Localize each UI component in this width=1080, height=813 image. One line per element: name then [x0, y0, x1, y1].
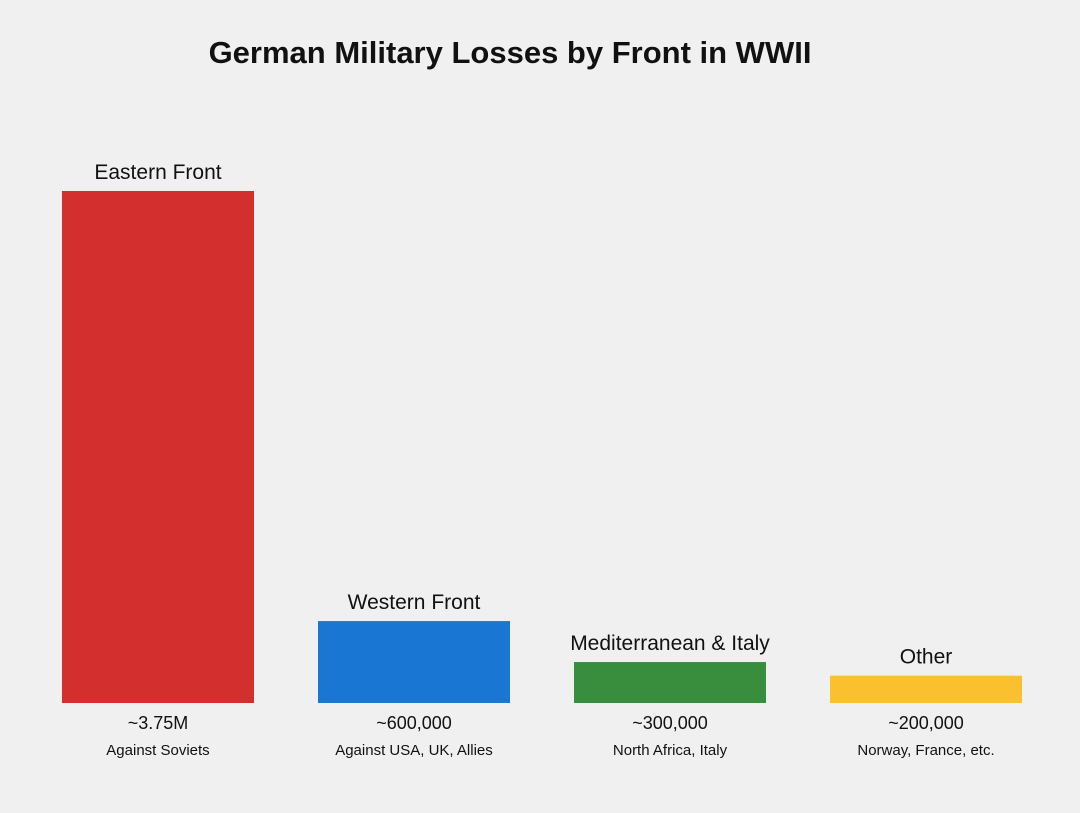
bar-other — [830, 675, 1022, 703]
bars-group: Eastern Front ~3.75M Against Soviets Wester… — [62, 161, 1022, 759]
bar-eastern-front — [62, 191, 254, 703]
bar-label-western-front: Western Front — [348, 591, 481, 614]
bar-mediterranean-and-italy — [574, 662, 766, 703]
sub-label-other: Norway, France, etc. — [857, 742, 994, 759]
sub-label-western-front: Against USA, UK, Allies — [335, 742, 493, 759]
chart-title: German Military Losses by Front in WWII — [209, 35, 812, 70]
sub-label-eastern-front: Against Soviets — [106, 742, 209, 759]
value-label-eastern-front: ~3.75M — [128, 713, 189, 733]
bar-western-front — [318, 621, 510, 703]
bar-label-mediterranean-and-italy: Mediterranean & Italy — [570, 632, 770, 655]
sub-label-mediterranean-and-italy: North Africa, Italy — [613, 742, 728, 759]
bar-label-eastern-front: Eastern Front — [94, 161, 221, 184]
value-label-western-front: ~600,000 — [376, 713, 452, 733]
value-label-other: ~200,000 — [888, 713, 964, 733]
bar-label-other: Other — [900, 646, 953, 669]
value-label-mediterranean-and-italy: ~300,000 — [632, 713, 708, 733]
